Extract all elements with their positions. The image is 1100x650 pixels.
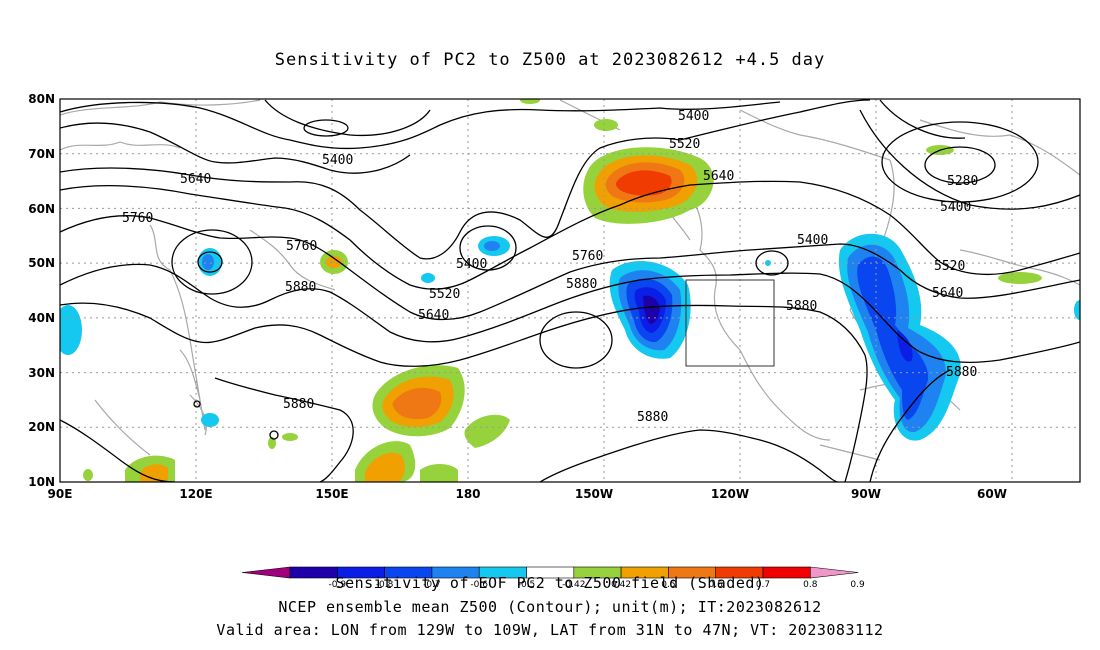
lat-axis: 80N 70N 60N 50N 40N 30N 20N 10N: [28, 92, 55, 489]
valid-area-box: [685, 279, 775, 367]
colorbar-tick-label: 0.8: [803, 580, 818, 590]
contour-labels: 5400 5400 5520 5640 5280 5400 5640 5760 …: [122, 109, 978, 425]
lon-label: 90E: [48, 487, 73, 501]
colorbar-boxes: [241, 566, 859, 579]
lat-label: 50N: [28, 256, 55, 270]
colorbar-tick-label: -0.8: [376, 580, 394, 590]
plot-frame: [59, 98, 1081, 483]
contour-label: 5520: [934, 259, 965, 274]
colorbar: -0.9 -0.8 -0.7 -0.6 -0.5 -0.42 0.42 0.5 0.6 0.7 0.…: [241, 566, 866, 590]
colorbar-tick-label: -0.42: [562, 580, 585, 590]
contour-label: 5400: [322, 153, 353, 168]
lon-axis: 90E 120E 150E 180 150W 120W 90W 60W: [48, 487, 1007, 501]
contour-label: 5760: [572, 249, 603, 264]
contour-label: 5760: [122, 211, 153, 226]
contour-label: 5520: [429, 287, 460, 302]
lat-label: 20N: [28, 420, 55, 434]
lat-label: 40N: [28, 311, 55, 325]
colorbar-tick-label: -0.7: [423, 580, 441, 590]
z500-contours: [60, 99, 1080, 482]
lat-label: 60N: [28, 202, 55, 216]
contour-label: 5880: [285, 280, 316, 295]
caption-contour: NCEP ensemble mean Z500 (Contour); unit(…: [278, 598, 822, 616]
lon-label: 120W: [711, 487, 749, 501]
colorbar-tick-label: -0.9: [329, 580, 347, 590]
lon-label: 180: [455, 487, 480, 501]
contour-label: 5280: [947, 174, 978, 189]
colorbar-tick-label: 0.5: [661, 580, 675, 590]
lat-label: 30N: [28, 366, 55, 380]
contour-label: 5880: [283, 397, 314, 412]
contour-label: 5520: [669, 137, 700, 152]
lon-label: 120E: [179, 487, 212, 501]
contour-label: 5640: [932, 286, 963, 301]
caption-shading: Sensitivity of EOF PC2 to Z500 field (Sh…: [335, 574, 765, 592]
lon-label: 150W: [575, 487, 613, 501]
contour-label: 5400: [797, 233, 828, 248]
caption-valid-area: Valid area: LON from 129W to 109W, LAT f…: [216, 621, 884, 639]
lon-label: 90W: [851, 487, 881, 501]
map-canvas: 5400 5400 5520 5640 5280 5400 5640 5760 …: [28, 92, 1081, 501]
lon-label: 60W: [977, 487, 1007, 501]
contour-label: 5400: [678, 109, 709, 124]
contour-label: 5880: [637, 410, 668, 425]
colorbar-tick-label: 0.42: [611, 580, 631, 590]
contour-label: 5880: [566, 277, 597, 292]
grid-lines: [60, 99, 1080, 482]
colorbar-box: [810, 566, 859, 579]
contour-label: 5760: [286, 239, 317, 254]
contour-label: 5400: [456, 257, 487, 272]
sensitivity-shading: [60, 99, 1080, 482]
colorbar-tick-label: 0.9: [850, 580, 865, 590]
contour-label: 5640: [703, 169, 734, 184]
colorbar-ticks: -0.9 -0.8 -0.7 -0.6 -0.5 -0.42 0.42 0.5 0.6 0.7 0.…: [329, 580, 866, 590]
lat-label: 10N: [28, 475, 55, 489]
lon-label: 150E: [315, 487, 348, 501]
contour-label: 5640: [180, 172, 211, 187]
lat-label: 80N: [28, 92, 55, 106]
colorbar-tick-label: 0.7: [756, 580, 770, 590]
colorbar-tick-label: -0.6: [470, 580, 488, 590]
contour-label: 5400: [940, 200, 971, 215]
colorbar-tick-label: 0.6: [709, 580, 724, 590]
contour-label: 5880: [946, 365, 977, 380]
colorbar-tick-label: -0.5: [518, 580, 536, 590]
contour-label: 5640: [418, 308, 449, 323]
contour-label: 5880: [786, 299, 817, 314]
map-title: Sensitivity of PC2 to Z500 at 2023082612…: [274, 50, 826, 70]
lat-label: 70N: [28, 147, 55, 161]
